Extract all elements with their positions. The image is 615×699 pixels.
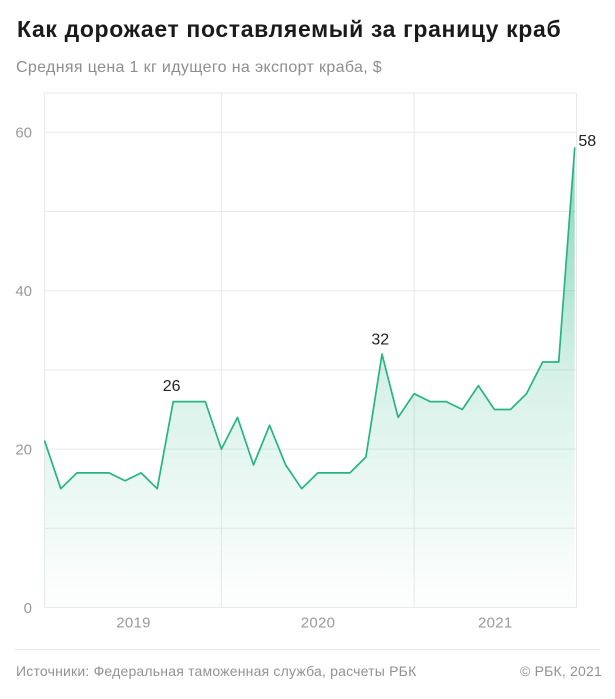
- svg-text:2021: 2021: [478, 615, 513, 632]
- svg-text:2020: 2020: [301, 615, 336, 632]
- svg-text:40: 40: [15, 283, 32, 300]
- svg-text:58: 58: [578, 133, 596, 150]
- svg-text:0: 0: [24, 600, 32, 617]
- svg-text:2019: 2019: [116, 615, 151, 632]
- svg-text:32: 32: [371, 332, 389, 349]
- svg-text:26: 26: [163, 378, 181, 395]
- svg-text:60: 60: [15, 125, 32, 142]
- svg-text:20: 20: [15, 442, 32, 459]
